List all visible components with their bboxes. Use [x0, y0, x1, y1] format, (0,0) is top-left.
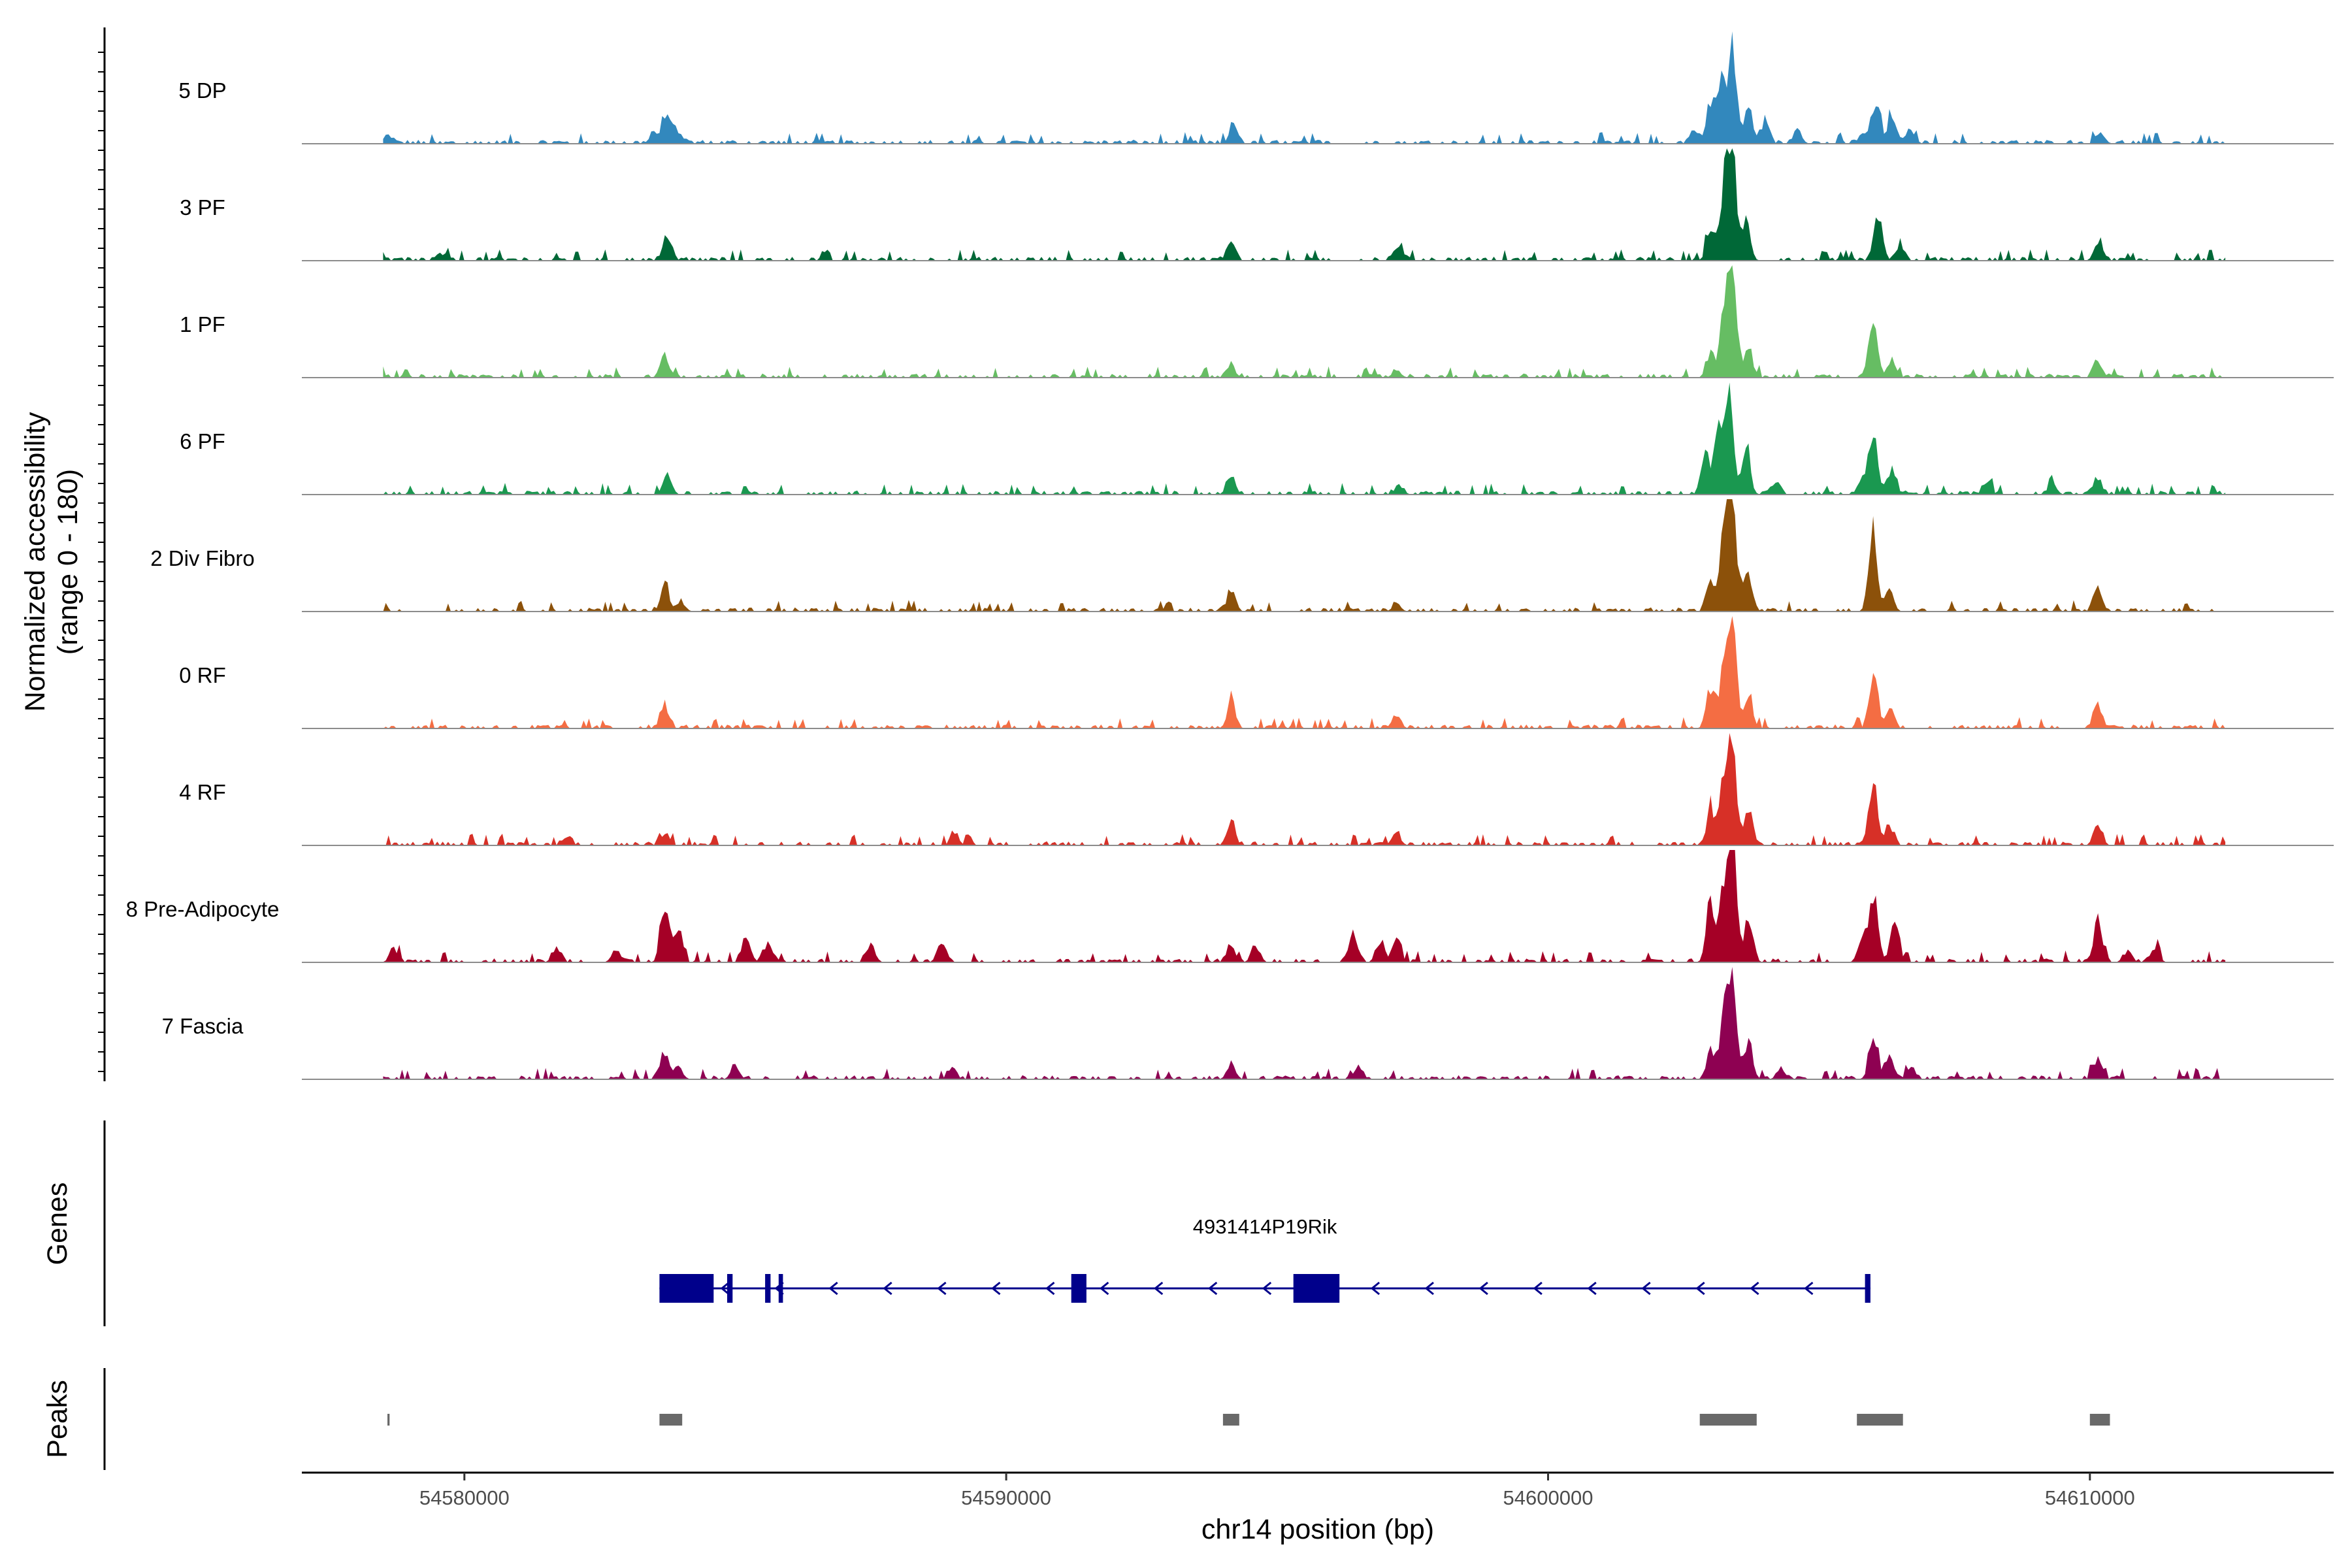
track-3-pf: 3 PF [180, 148, 2334, 261]
strand-arrow-icon [991, 1281, 1001, 1296]
track-1-pf: 1 PF [180, 265, 2334, 378]
strand-arrow-icon [1045, 1281, 1055, 1296]
x-tick-label: 54580000 [419, 1486, 510, 1509]
strand-arrow-icon [1153, 1281, 1164, 1296]
peak-region [387, 1414, 390, 1426]
track-label: 2 Div Fibro [150, 546, 255, 570]
track-label: 4 RF [179, 780, 226, 804]
peak-region [659, 1414, 683, 1426]
track-5-dp: 5 DP [178, 31, 2334, 144]
strand-arrow-icon [720, 1281, 730, 1296]
strand-arrow-icon [1750, 1281, 1759, 1296]
track-4-rf: 4 RF [179, 733, 2334, 846]
peak-region [1857, 1414, 1903, 1426]
strand-arrow-icon [1100, 1281, 1109, 1296]
strand-arrow-icon [1641, 1281, 1651, 1296]
gene-exon [778, 1274, 783, 1303]
strand-arrow-icon [1804, 1281, 1814, 1296]
peaks-panel [387, 1414, 2110, 1426]
gene-exon [659, 1274, 714, 1303]
track-label: 6 PF [180, 429, 225, 453]
strand-arrow-icon [1478, 1281, 1488, 1296]
strand-arrow-icon [1587, 1281, 1597, 1296]
x-tick-label: 54600000 [1503, 1486, 1593, 1509]
gene-exon [1865, 1274, 1870, 1303]
x-axis-title: chr14 position (bp) [1201, 1514, 1434, 1545]
strand-arrow-icon [883, 1281, 892, 1296]
track-label: 3 PF [180, 195, 225, 220]
strand-arrow-icon [1533, 1281, 1543, 1296]
track-8-pre-adipocyte: 8 Pre-Adipocyte [126, 850, 2334, 963]
track-label: 5 DP [178, 78, 226, 103]
gene-exon [727, 1274, 733, 1303]
track-2-div-fibro: 2 Div Fibro [150, 499, 2334, 612]
gene-name-label: 4931414P19Rik [1193, 1215, 1337, 1238]
track-label: 0 RF [179, 663, 226, 687]
peak-region [2089, 1414, 2110, 1426]
genes-panel-title: Genes [42, 1183, 73, 1266]
track-label: 7 Fascia [162, 1014, 244, 1038]
coverage-y-ticks [98, 52, 105, 1072]
coverage-tracks: 5 DP 3 PF 1 PF 6 PF 2 Div Fibro 0 RF 4 RF 8 Pre… [126, 31, 2334, 1080]
y-axis-title: Normalized accessibility [20, 412, 51, 711]
y-axis-range: (range 0 - 180) [52, 469, 84, 655]
track-0-rf: 0 RF [179, 616, 2334, 729]
peaks-panel-title: Peaks [42, 1380, 73, 1458]
x-axis-ticks: 54580000 54590000 54600000 54610000 [419, 1473, 2135, 1509]
strand-arrow-icon [1370, 1281, 1380, 1296]
genes-panel: 4931414P19Rik [659, 1215, 1870, 1303]
coverage-area [383, 31, 2226, 144]
track-label: 8 Pre-Adipocyte [126, 897, 280, 921]
track-7-fascia: 7 Fascia [162, 967, 2334, 1080]
gene-exon [765, 1274, 771, 1303]
track-label: 1 PF [180, 312, 225, 336]
peak-region [1222, 1414, 1239, 1426]
strand-arrow-icon [1695, 1281, 1705, 1296]
peak-region [1699, 1414, 1757, 1426]
strand-arrow-icon [828, 1281, 838, 1296]
strand-arrow-icon [1262, 1281, 1272, 1296]
x-tick-label: 54590000 [961, 1486, 1051, 1509]
strand-arrow-icon [1207, 1281, 1218, 1296]
track-6-pf: 6 PF [180, 382, 2334, 495]
gene-exon [1293, 1274, 1340, 1303]
x-tick-label: 54610000 [2045, 1486, 2135, 1509]
strand-arrow-icon [937, 1281, 947, 1296]
gene-exon [1071, 1274, 1086, 1303]
strand-arrow-icon [1424, 1281, 1434, 1296]
